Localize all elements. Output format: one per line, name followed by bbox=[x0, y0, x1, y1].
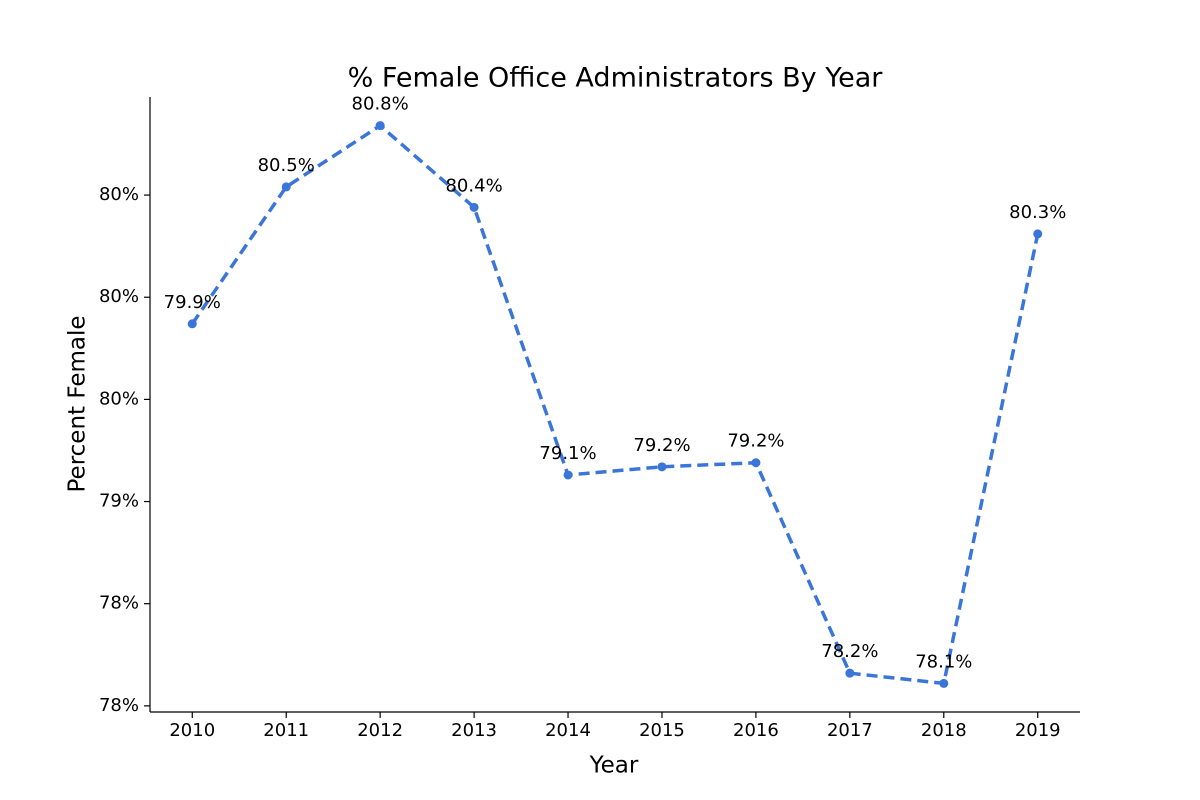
data-label: 78.1% bbox=[915, 651, 972, 672]
x-tick-label: 2010 bbox=[169, 720, 215, 741]
x-tick-label: 2018 bbox=[921, 720, 967, 741]
x-tick-label: 2012 bbox=[357, 720, 403, 741]
y-tick-label: 80% bbox=[99, 388, 139, 409]
data-label: 79.1% bbox=[539, 443, 596, 464]
x-tick-label: 2013 bbox=[451, 720, 497, 741]
marker bbox=[187, 319, 197, 329]
marker bbox=[563, 470, 573, 480]
marker bbox=[1033, 229, 1043, 239]
marker bbox=[281, 182, 291, 192]
x-tick-label: 2011 bbox=[263, 720, 309, 741]
marker bbox=[469, 202, 479, 212]
data-label: 79.2% bbox=[633, 435, 690, 456]
y-axis-label: Percent Female bbox=[65, 315, 91, 492]
x-tick-label: 2015 bbox=[639, 720, 685, 741]
chart-title: % Female Office Administrators By Year bbox=[348, 63, 884, 94]
y-tick-label: 79% bbox=[99, 491, 139, 512]
data-label: 78.2% bbox=[821, 641, 878, 662]
y-tick-label: 80% bbox=[99, 184, 139, 205]
x-tick-label: 2016 bbox=[733, 720, 779, 741]
data-label: 80.5% bbox=[258, 155, 315, 176]
data-label: 79.2% bbox=[727, 431, 784, 452]
x-tick-label: 2019 bbox=[1015, 720, 1061, 741]
data-label: 80.8% bbox=[352, 94, 409, 115]
marker bbox=[751, 458, 761, 468]
marker bbox=[657, 462, 667, 472]
marker bbox=[939, 678, 949, 688]
data-label: 80.4% bbox=[445, 175, 502, 196]
marker bbox=[845, 668, 855, 678]
data-label: 80.3% bbox=[1009, 202, 1066, 223]
x-axis-label: Year bbox=[589, 753, 639, 779]
x-tick-label: 2017 bbox=[827, 720, 873, 741]
x-tick-label: 2014 bbox=[545, 720, 591, 741]
y-tick-label: 78% bbox=[99, 695, 139, 716]
marker bbox=[375, 121, 385, 131]
data-label: 79.9% bbox=[164, 292, 221, 313]
line bbox=[190, 123, 1040, 686]
y-tick-label: 80% bbox=[99, 286, 139, 307]
y-tick-label: 78% bbox=[99, 593, 139, 614]
